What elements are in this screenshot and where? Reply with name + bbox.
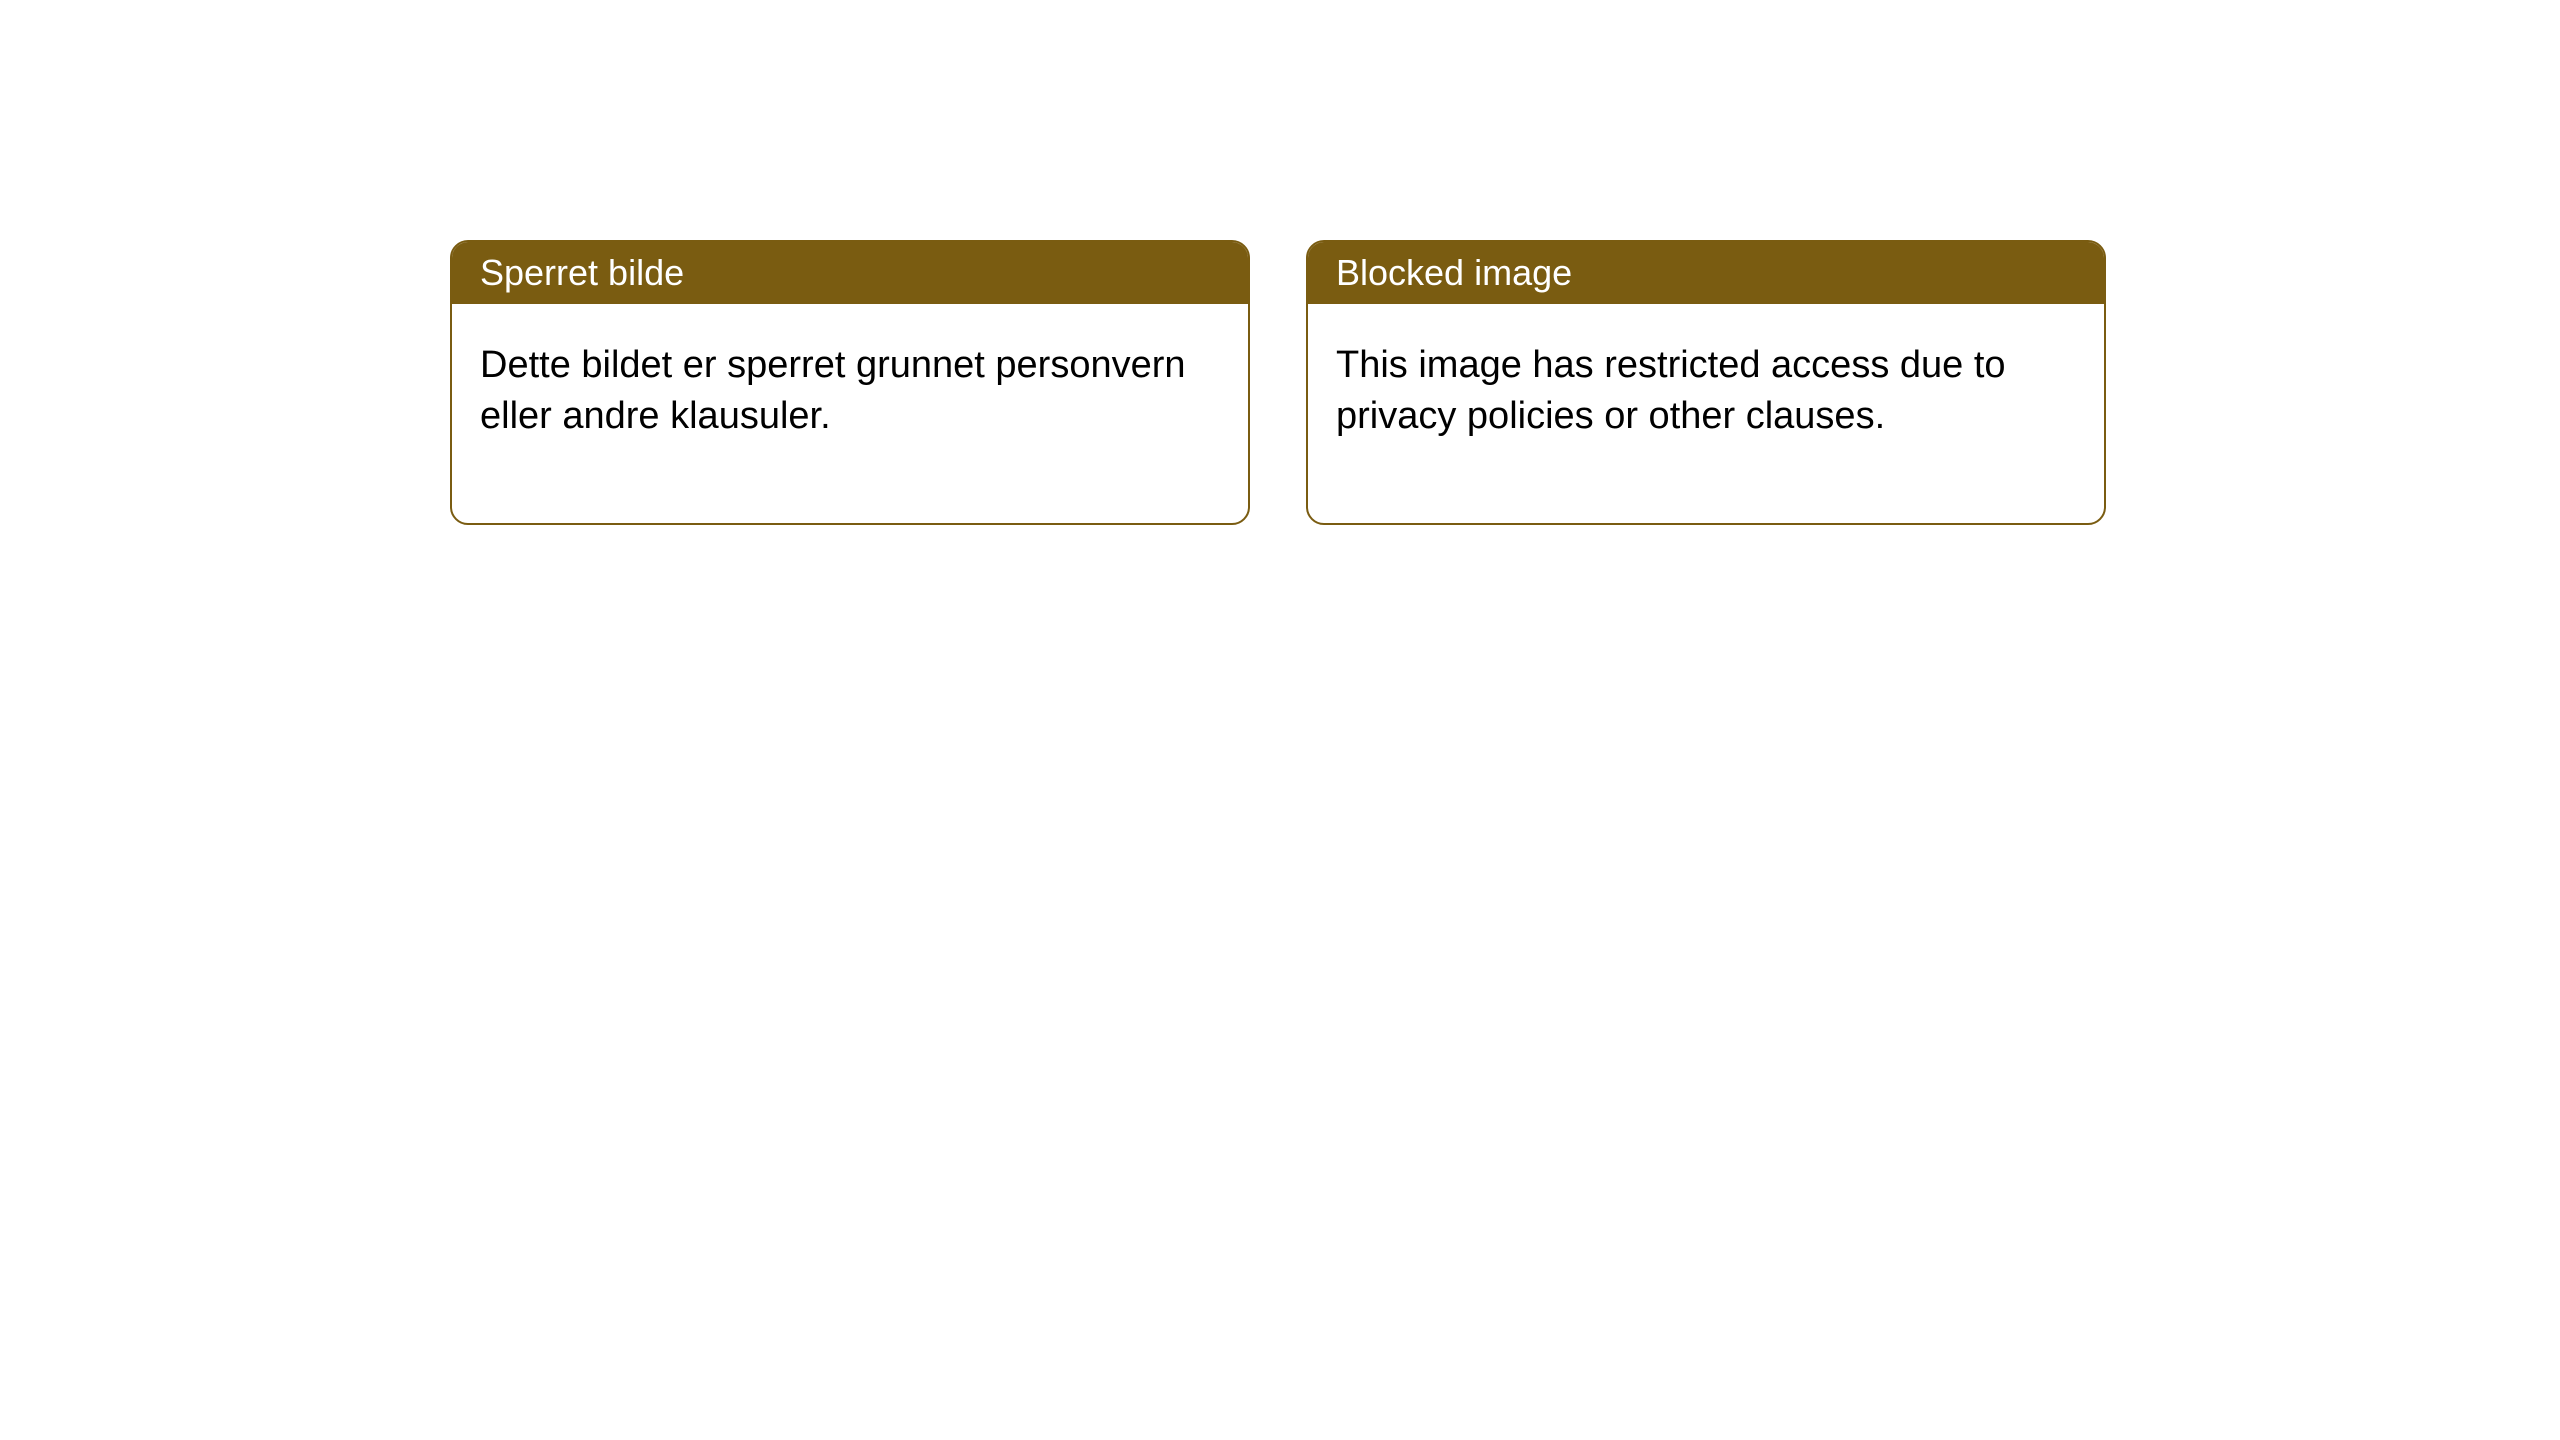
card-title: Sperret bilde — [480, 252, 684, 293]
notice-container: Sperret bilde Dette bildet er sperret gr… — [450, 240, 2106, 525]
card-body-text: This image has restricted access due to … — [1336, 344, 2006, 437]
card-header: Blocked image — [1308, 242, 2104, 304]
card-body: Dette bildet er sperret grunnet personve… — [452, 304, 1248, 523]
card-header: Sperret bilde — [452, 242, 1248, 304]
card-title: Blocked image — [1336, 252, 1572, 293]
card-body-text: Dette bildet er sperret grunnet personve… — [480, 344, 1186, 437]
blocked-image-card-no: Sperret bilde Dette bildet er sperret gr… — [450, 240, 1250, 525]
card-body: This image has restricted access due to … — [1308, 304, 2104, 523]
blocked-image-card-en: Blocked image This image has restricted … — [1306, 240, 2106, 525]
